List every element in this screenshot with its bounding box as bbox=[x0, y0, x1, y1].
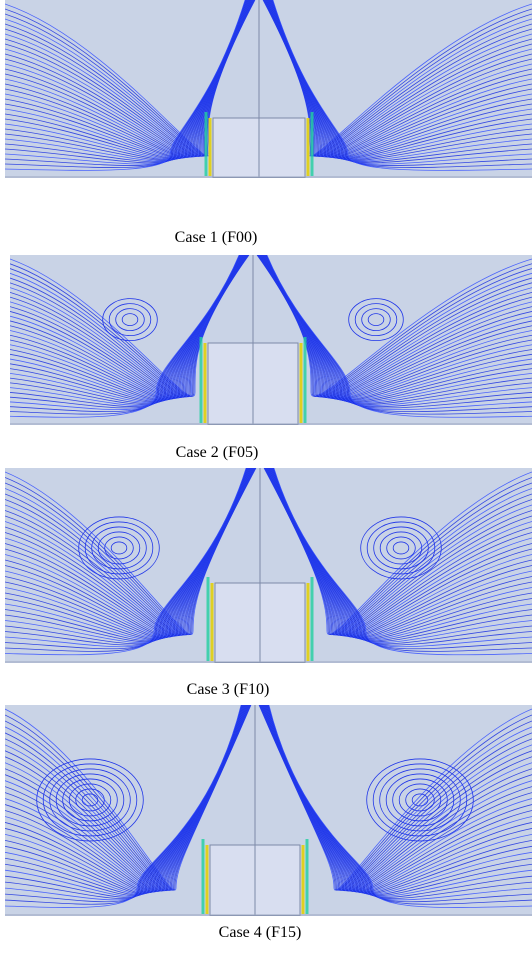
flow-panel bbox=[10, 255, 532, 425]
caption: Case 4 (F15) bbox=[219, 924, 302, 942]
flow-panel bbox=[5, 468, 532, 663]
caption: Case 1 (F00) bbox=[175, 229, 258, 247]
figure: Case 1 (F00) Case 2 (F05) Case 3 (F10) C… bbox=[0, 0, 532, 974]
caption: Case 2 (F05) bbox=[176, 444, 259, 462]
flow-panel bbox=[5, 0, 532, 178]
flow-panel bbox=[5, 705, 532, 916]
caption: Case 3 (F10) bbox=[187, 681, 270, 699]
